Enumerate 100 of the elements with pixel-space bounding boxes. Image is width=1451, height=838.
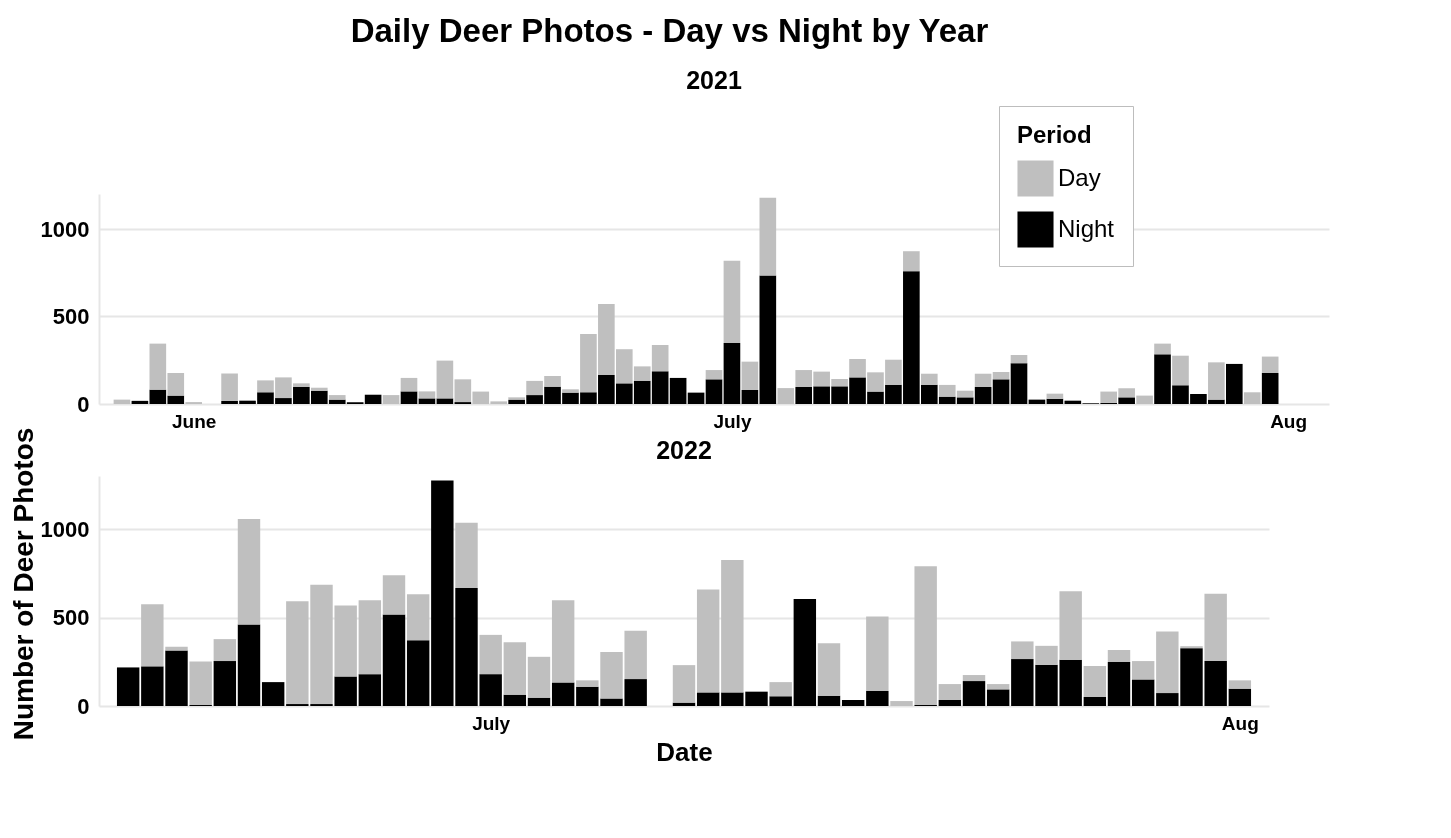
bar (1083, 666, 1107, 697)
bar (817, 643, 841, 696)
bar (938, 699, 962, 706)
bar (817, 695, 841, 706)
bar (759, 275, 777, 404)
bar (527, 697, 551, 706)
legend-title: Period (1017, 121, 1092, 148)
bar (551, 682, 575, 706)
y-tick-label: 1000 (40, 516, 90, 542)
y-tick-label: 0 (77, 693, 90, 719)
legend-label: Day (1058, 163, 1101, 191)
bar (406, 640, 430, 706)
bar (793, 598, 817, 706)
bar (479, 634, 502, 675)
legend-label: Night (1058, 214, 1115, 242)
bar (1010, 355, 1028, 364)
bar (992, 379, 1010, 404)
bar (1261, 373, 1279, 404)
bar (723, 342, 741, 404)
y-tick-label: 500 (52, 605, 90, 631)
bar (705, 370, 723, 380)
bar (723, 260, 741, 343)
chart-subtitle: 2021 (686, 65, 742, 94)
bar (974, 373, 992, 388)
bar (1154, 343, 1171, 355)
bar (974, 387, 992, 404)
bar (841, 699, 865, 706)
bar (221, 373, 238, 402)
bar (777, 388, 795, 404)
bar (696, 589, 720, 693)
bar (455, 522, 478, 588)
bar (1083, 696, 1107, 706)
bar (400, 391, 418, 404)
bar (382, 395, 400, 404)
bar (310, 387, 328, 391)
bar (866, 690, 889, 706)
bar (418, 391, 436, 399)
x-axis-title: Date (656, 736, 713, 767)
bar (364, 394, 382, 404)
bar (1131, 679, 1155, 706)
x-tick-label: July (472, 712, 511, 734)
bar (1131, 661, 1155, 680)
bar (436, 398, 454, 404)
bar (1107, 650, 1131, 663)
bar (986, 689, 1010, 706)
bar (382, 575, 406, 615)
bar (986, 684, 1010, 690)
bar (1228, 680, 1252, 689)
bar (1243, 392, 1261, 404)
chart-title: Daily Deer Photos - Day vs Night by Year (350, 11, 989, 49)
bar (328, 395, 346, 400)
bar (696, 692, 720, 706)
bar (1046, 398, 1064, 404)
bar (992, 371, 1010, 380)
bar (213, 639, 237, 662)
bar (527, 656, 551, 698)
bar (1107, 662, 1131, 706)
bar (400, 377, 418, 392)
bar (769, 682, 792, 697)
bar (938, 684, 962, 700)
bar (1172, 355, 1189, 386)
bar (669, 377, 687, 404)
bar (213, 661, 237, 706)
bar (1261, 356, 1279, 374)
bar (705, 379, 723, 404)
bar (903, 251, 920, 272)
bar (131, 400, 149, 404)
bar (382, 614, 406, 706)
bar (962, 675, 986, 682)
bar (406, 594, 430, 641)
bar (687, 392, 705, 404)
bar (920, 373, 938, 385)
bar (1228, 688, 1252, 706)
bar (672, 665, 696, 703)
bar (261, 682, 285, 706)
bar (866, 616, 889, 691)
bar (358, 600, 382, 675)
y-axis-title: Number of Deer Photos (8, 427, 39, 741)
bar (508, 397, 525, 400)
bar (189, 661, 212, 705)
bar (962, 681, 986, 706)
bar (1208, 362, 1225, 400)
y-tick-label: 0 (77, 391, 90, 417)
y-tick-label: 500 (52, 304, 90, 329)
bar (358, 674, 382, 706)
x-tick-label: Aug (1270, 410, 1308, 432)
bar (418, 398, 436, 404)
bar (721, 560, 744, 693)
x-tick-label: June (172, 410, 217, 432)
bar (237, 624, 261, 706)
x-tick-label: July (713, 410, 752, 432)
bar (1010, 363, 1028, 404)
bar (759, 197, 777, 276)
bar (503, 642, 527, 695)
bar (551, 600, 575, 683)
bar (503, 694, 527, 706)
x-tick-label: Aug (1221, 712, 1259, 734)
y-tick-label: 1000 (40, 216, 90, 242)
bar (237, 518, 261, 625)
bar (741, 390, 759, 404)
